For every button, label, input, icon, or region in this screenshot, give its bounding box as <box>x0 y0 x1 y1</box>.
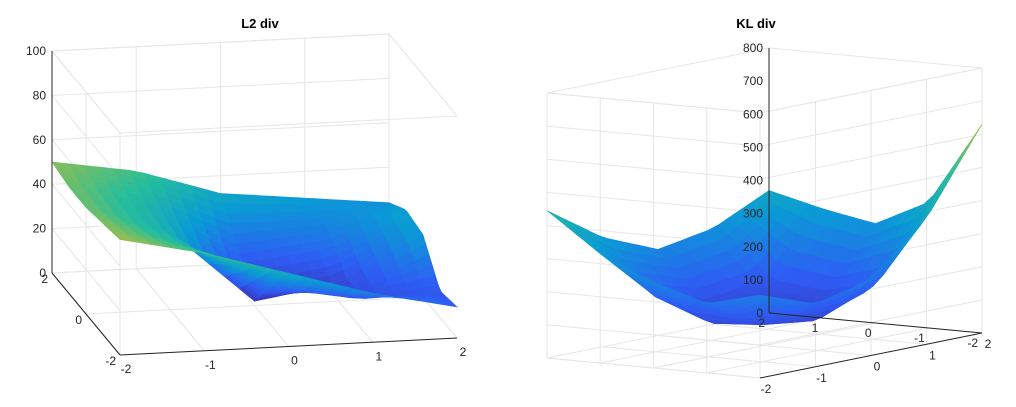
chart2-z-tick-label: 300 <box>743 207 763 221</box>
chart2-title: KL div <box>736 16 776 31</box>
chart2-grid-line <box>546 158 761 180</box>
chart1-grid-line <box>51 228 121 311</box>
chart2-surface-patch <box>546 210 567 225</box>
chart2-grid-line <box>546 125 761 147</box>
chart2-z-tick-label: 0 <box>756 306 763 320</box>
chart2-z-tick-label: 100 <box>743 273 763 287</box>
chart2-box-edge <box>768 47 983 69</box>
chart1-z-tick-label: 40 <box>33 177 47 191</box>
chart1-grid-line <box>51 122 390 141</box>
chart2-z-tick-label: 800 <box>743 41 763 55</box>
chart1-z-tick-label: 20 <box>33 222 47 236</box>
chart2-box-edge <box>759 67 983 114</box>
chart2-y-tick-label: 0 <box>865 326 872 340</box>
chart2-x-tick-label: 0 <box>874 360 881 374</box>
chart1-box-edge <box>51 33 390 52</box>
chart1-x-tick-label: 0 <box>291 354 298 368</box>
chart2-x-tick-label: 2 <box>985 337 992 351</box>
chart2-plot: -2-1012-2-10120100200300400500600700800K… <box>546 16 992 396</box>
chart2-grid-line <box>546 324 761 346</box>
chart2-x-axis <box>759 332 983 379</box>
chart2-box-edge <box>546 47 770 94</box>
chart2-y-tick-label: -1 <box>914 331 925 345</box>
chart1-surface <box>51 161 458 308</box>
chart2-y-tick-label: 2 <box>758 316 765 330</box>
chart1-box-edge <box>119 115 458 134</box>
chart2-y-axis <box>768 312 983 334</box>
chart2-grid-line <box>546 191 761 213</box>
chart2-surface-patch <box>750 294 771 300</box>
chart1-x-tick-label: -2 <box>121 362 132 376</box>
chart1-x-tick-label: 2 <box>460 345 467 359</box>
chart2-z-tick-label: 200 <box>743 240 763 254</box>
chart1-grid-line <box>51 95 121 178</box>
chart1-x-tick-label: 1 <box>375 349 382 363</box>
chart2-grid-line <box>759 133 983 180</box>
chart2-z-tick-label: 400 <box>743 174 763 188</box>
chart1-x-tick-label: -1 <box>205 358 216 372</box>
chart2-grid-line <box>706 327 929 374</box>
chart1-z-tick-label: 0 <box>39 266 46 280</box>
chart2-x-tick-label: 1 <box>929 348 936 362</box>
chart1-x-axis <box>119 337 458 356</box>
chart2-surface <box>546 124 983 326</box>
chart2-grid-line <box>546 357 761 379</box>
chart1-grid-line <box>51 183 121 267</box>
chart2-z-tick-label: 500 <box>743 140 763 154</box>
chart2-grid-line <box>759 100 983 147</box>
chart1-z-tick-label: 80 <box>33 88 47 102</box>
chart2-y-tick-label: 1 <box>812 321 819 335</box>
chart2-x-tick-label: -2 <box>761 382 772 396</box>
chart1-z-tick-label: 60 <box>33 133 47 147</box>
chart1-surface-patch <box>115 236 137 243</box>
chart1-box-edge <box>388 33 458 117</box>
chart2-box-edge <box>546 92 761 114</box>
chart2-y-tick-label: -2 <box>967 336 978 350</box>
chart2-z-tick-label: 700 <box>743 74 763 88</box>
chart1-grid-line <box>85 296 424 315</box>
chart2-grid-line <box>653 322 876 369</box>
chart1-grid-line <box>51 77 390 96</box>
chart2-z-tick-label: 600 <box>743 107 763 121</box>
chart2-x-tick-label: -1 <box>816 371 827 385</box>
chart1-y-axis <box>51 272 121 356</box>
chart1-box-edge <box>51 50 121 134</box>
chart1-z-tick-label: 100 <box>26 44 46 58</box>
chart1-y-tick-label: -2 <box>105 354 116 368</box>
chart1-y-tick-label: 2 <box>41 272 48 286</box>
chart1-title: L2 div <box>241 16 279 31</box>
chart1-y-tick-label: 0 <box>75 313 82 327</box>
